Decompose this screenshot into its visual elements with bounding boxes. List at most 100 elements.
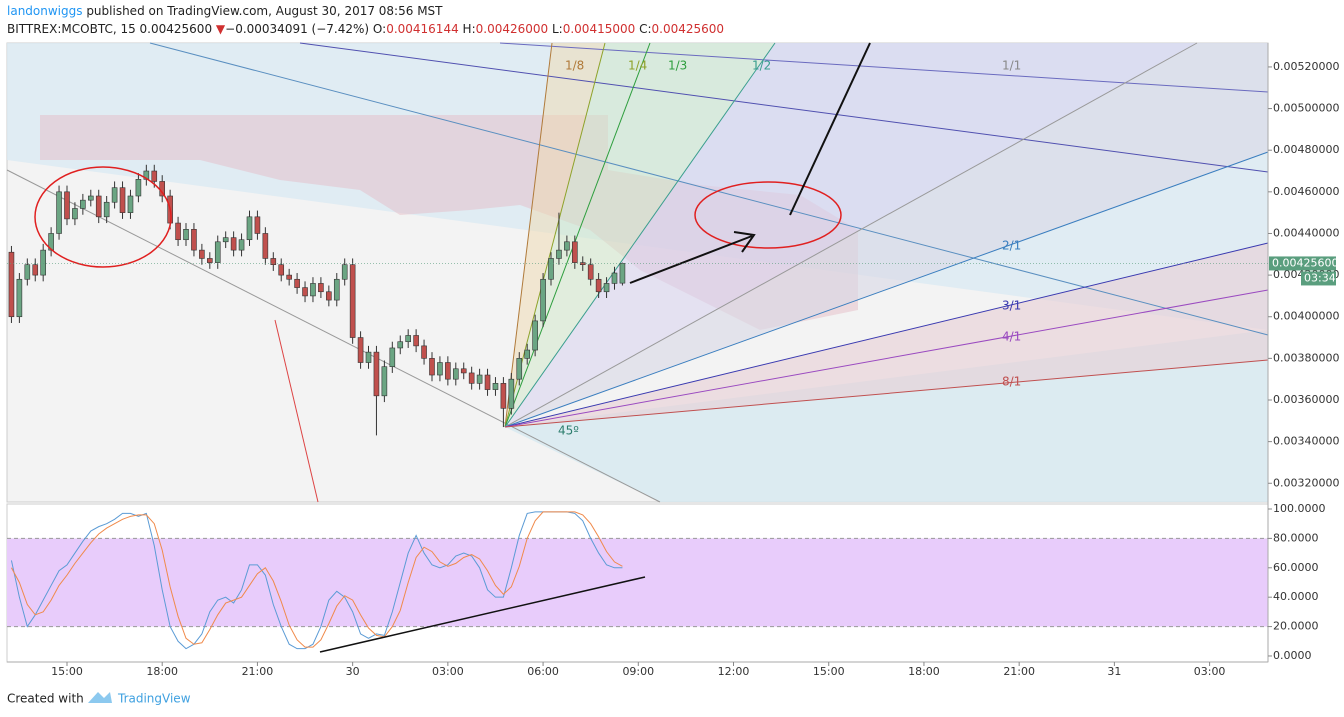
header-line: BITTREX:MCOBTC, 15 0.00425600 ▼−0.000340…: [7, 22, 724, 36]
candle-body: [484, 374, 491, 390]
candle-body: [64, 191, 70, 220]
candle-body: [199, 249, 205, 259]
h-label: H:: [463, 22, 476, 36]
fan-label: 1/3: [668, 59, 687, 73]
change: −0.00034091 (−7.42%): [225, 22, 369, 36]
author[interactable]: landonwiggs: [7, 4, 83, 18]
o-label: O:: [373, 22, 386, 36]
candle-body: [556, 249, 562, 259]
countdown-label: 03:34: [1304, 271, 1336, 284]
candle-body: [460, 368, 467, 374]
close: 0.00425600: [652, 22, 725, 36]
fan-line: [504, 42, 776, 428]
fan-line: [504, 151, 1269, 428]
candle-body: [318, 283, 324, 293]
candle-body: [572, 241, 578, 263]
candle-body: [333, 278, 340, 301]
fan-line: [504, 42, 553, 428]
last: 0.00425600: [140, 22, 213, 36]
candle-body: [452, 368, 459, 380]
candle-body: [373, 351, 380, 397]
candle-body: [262, 233, 269, 259]
x-tick-label: 15:00: [813, 665, 845, 678]
candle-body: [127, 195, 134, 213]
trend-line: [499, 42, 1269, 93]
candle-body: [143, 170, 150, 180]
fan-label: 1/1: [1002, 59, 1021, 73]
candle-body: [222, 237, 229, 243]
stoch-line: [11, 511, 623, 648]
candle-body: [294, 278, 300, 288]
header-line: landonwiggs published on TradingView.com…: [7, 4, 443, 18]
high: 0.00426000: [476, 22, 549, 36]
trend-line: [274, 319, 319, 503]
candle-body: [508, 378, 515, 409]
fan-label: 1/2: [752, 59, 771, 73]
candle-body: [389, 347, 396, 367]
candle-body: [230, 237, 237, 251]
candle-body: [72, 208, 78, 220]
candle-body: [437, 362, 443, 376]
candle-body: [207, 258, 213, 263]
y-tick-label: 40.0000: [1273, 590, 1319, 603]
candle-body: [516, 358, 523, 380]
candle-body: [270, 258, 277, 265]
x-tick-label: 12:00: [718, 665, 750, 678]
candle-body: [429, 358, 435, 376]
y-tick-label: 0.00340000: [1273, 435, 1339, 448]
candle-body: [119, 187, 126, 213]
fan-label: 1/4: [628, 59, 647, 73]
candle-body: [619, 263, 626, 284]
fan-label: 2/1: [1002, 239, 1021, 253]
candle-body: [135, 179, 142, 197]
candle-body: [151, 170, 158, 182]
fan-label: 45º: [558, 424, 579, 438]
fan-label: 4/1: [1002, 330, 1021, 344]
candle-body: [254, 216, 261, 234]
x-tick-label: 15:00: [51, 665, 83, 678]
candle-body: [278, 264, 285, 276]
y-tick-label: 0.0000: [1273, 649, 1312, 662]
y-tick-label: 0.00460000: [1273, 185, 1339, 198]
x-tick-label: 03:00: [1194, 665, 1226, 678]
logo: [88, 692, 112, 703]
fan-label: 3/1: [1002, 299, 1021, 313]
stoch-band: [7, 538, 1268, 627]
footer-brand[interactable]: TradingView: [117, 692, 191, 706]
symbol: BITTREX:MCOBTC, 15: [7, 22, 136, 36]
candle-body: [302, 287, 308, 297]
y-tick-label: 0.00380000: [1273, 351, 1339, 364]
trend-line: [6, 169, 661, 503]
l-label: L:: [552, 22, 563, 36]
x-tick-label: 06:00: [527, 665, 559, 678]
y-tick-label: 0.00500000: [1273, 102, 1339, 115]
x-tick-label: 31: [1107, 665, 1121, 678]
y-tick-label: 0.00520000: [1273, 60, 1339, 73]
arrow: ▼: [216, 22, 226, 36]
candle-body: [468, 372, 475, 384]
fan-line: [504, 359, 1269, 428]
candle-body: [445, 362, 451, 380]
candle-body: [40, 249, 46, 276]
fan-label: 1/8: [565, 59, 584, 73]
annotation-arrow: [789, 42, 871, 216]
x-tick-label: 30: [346, 665, 360, 678]
footer-text: Created with: [7, 692, 84, 706]
candle-body: [587, 264, 594, 280]
arrow-head: [733, 231, 756, 253]
candle-body: [286, 274, 292, 280]
candle-body: [238, 239, 245, 251]
x-tick-label: 09:00: [622, 665, 654, 678]
candle-body: [246, 216, 253, 241]
x-tick-label: 03:00: [432, 665, 464, 678]
trend-line: [149, 42, 1269, 336]
stoch-line: [10, 511, 623, 650]
fan-line: [504, 242, 1269, 428]
candle-body: [87, 195, 94, 201]
candle-body: [191, 229, 197, 251]
annotation-line: [319, 576, 646, 653]
low: 0.00415000: [563, 22, 636, 36]
y-tick-label: 0.00400000: [1273, 310, 1339, 323]
fan-label: 8/1: [1002, 375, 1021, 389]
candle-body: [540, 278, 546, 322]
